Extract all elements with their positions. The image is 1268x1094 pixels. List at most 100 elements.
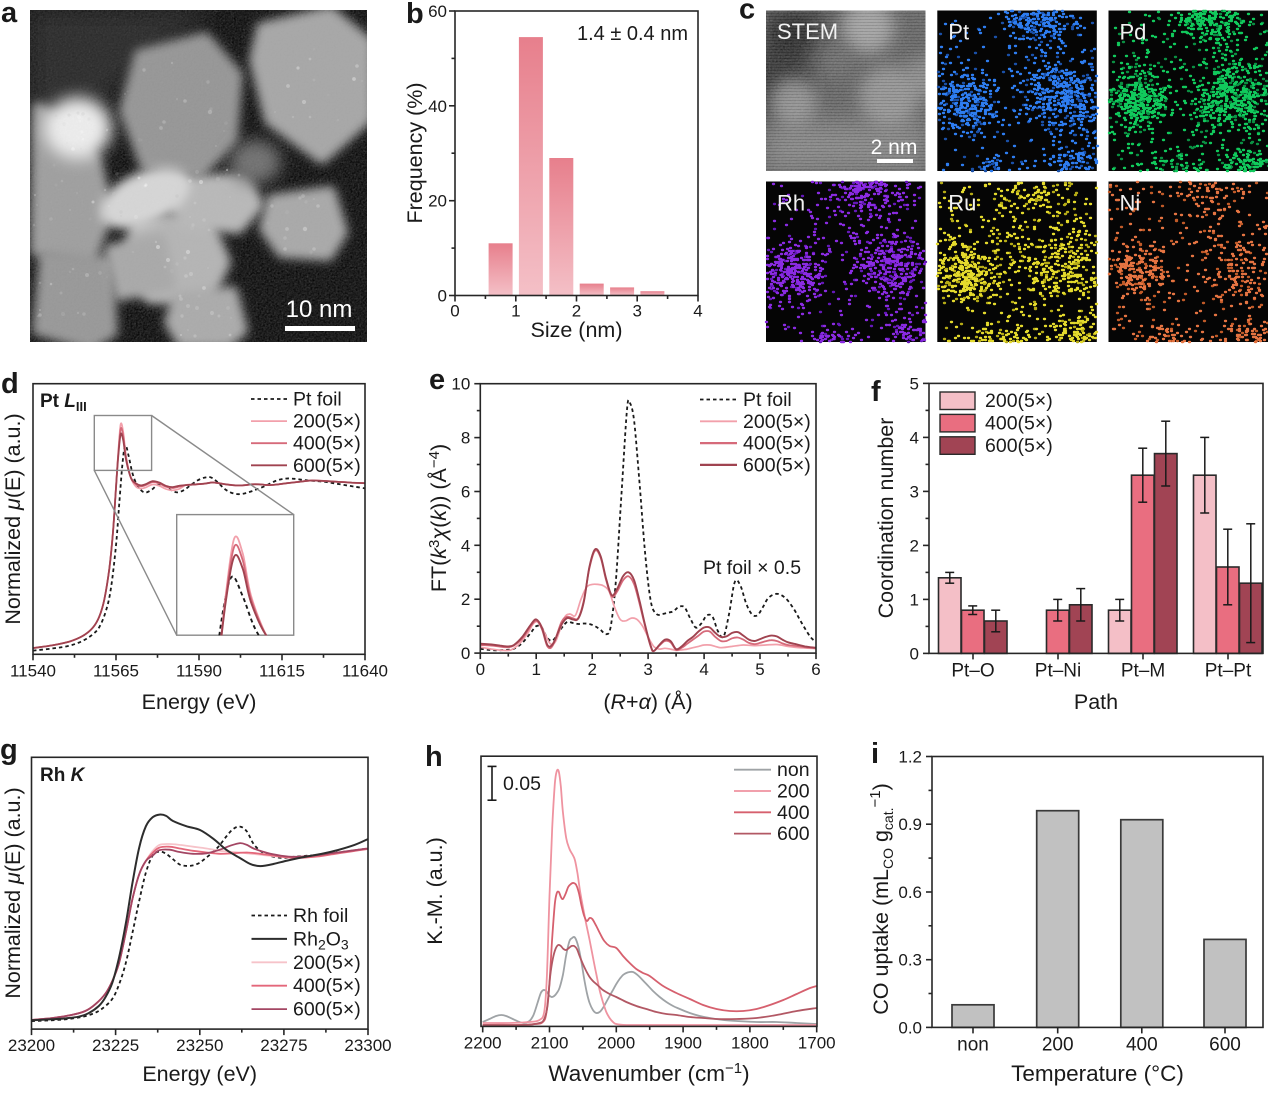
svg-text:1: 1	[511, 302, 520, 321]
svg-text:0.9: 0.9	[898, 815, 922, 834]
svg-text:Temperature (°C): Temperature (°C)	[1011, 1061, 1184, 1086]
svg-text:400(5×): 400(5×)	[985, 412, 1053, 434]
svg-text:600(5×): 600(5×)	[985, 435, 1053, 457]
svg-text:0: 0	[450, 302, 459, 321]
svg-text:STEM: STEM	[777, 19, 838, 44]
svg-text:23250: 23250	[176, 1036, 223, 1055]
svg-text:Rh: Rh	[777, 191, 805, 216]
svg-text:0: 0	[438, 287, 447, 306]
svg-text:11565: 11565	[93, 661, 139, 680]
svg-text:Pd: Pd	[1120, 20, 1147, 45]
svg-text:1: 1	[910, 590, 919, 609]
svg-text:0: 0	[476, 660, 485, 679]
svg-text:Energy (eV): Energy (eV)	[142, 1062, 257, 1086]
svg-text:23200: 23200	[8, 1036, 55, 1055]
svg-text:5: 5	[910, 374, 919, 393]
svg-text:Ni: Ni	[1120, 191, 1141, 216]
svg-text:3: 3	[632, 302, 641, 321]
svg-text:11540: 11540	[10, 661, 56, 680]
svg-text:g: g	[0, 734, 18, 766]
svg-text:0: 0	[910, 644, 919, 663]
svg-text:d: d	[1, 368, 19, 400]
svg-text:2: 2	[587, 660, 596, 679]
svg-text:Normalized μ(E) (a.u.): Normalized μ(E) (a.u.)	[1, 413, 25, 624]
svg-text:Size (nm): Size (nm)	[531, 318, 623, 342]
svg-text:Frequency (%): Frequency (%)	[403, 83, 427, 224]
svg-text:2 nm: 2 nm	[871, 136, 918, 159]
svg-text:4: 4	[461, 536, 470, 555]
svg-text:(R+α) (Å): (R+α) (Å)	[603, 690, 692, 714]
svg-text:3: 3	[643, 660, 652, 679]
svg-text:8: 8	[461, 429, 470, 448]
svg-text:2000: 2000	[597, 1033, 635, 1052]
svg-text:Pt foil: Pt foil	[293, 389, 342, 411]
svg-text:4: 4	[693, 302, 702, 321]
svg-text:0.0: 0.0	[898, 1018, 922, 1037]
svg-text:Path: Path	[1074, 690, 1118, 714]
svg-text:4: 4	[699, 660, 708, 679]
svg-text:200(5×): 200(5×)	[293, 952, 361, 974]
svg-text:Pt foil × 0.5: Pt foil × 0.5	[703, 557, 801, 579]
svg-text:5: 5	[755, 660, 764, 679]
svg-text:200(5×): 200(5×)	[743, 411, 811, 433]
svg-text:non: non	[957, 1034, 989, 1055]
svg-text:b: b	[406, 0, 424, 30]
svg-text:Normalized μ(E) (a.u.): Normalized μ(E) (a.u.)	[1, 787, 25, 998]
svg-text:3: 3	[910, 482, 919, 501]
svg-text:11590: 11590	[176, 661, 222, 680]
svg-text:K.-M. (a.u.): K.-M. (a.u.)	[423, 837, 447, 945]
svg-text:Pt–M: Pt–M	[1121, 660, 1165, 681]
svg-text:Pt foil: Pt foil	[743, 389, 792, 411]
svg-text:c: c	[739, 0, 755, 26]
svg-text:2: 2	[461, 590, 470, 609]
svg-text:10 nm: 10 nm	[286, 296, 353, 323]
svg-text:600(5×): 600(5×)	[743, 454, 811, 476]
svg-text:Coordination number: Coordination number	[874, 418, 898, 619]
svg-text:200: 200	[1042, 1034, 1074, 1055]
svg-text:400: 400	[777, 802, 810, 824]
svg-text:Rh K: Rh K	[40, 765, 86, 786]
svg-text:0: 0	[461, 644, 470, 663]
svg-text:Energy (eV): Energy (eV)	[142, 690, 257, 714]
svg-text:400(5×): 400(5×)	[293, 975, 361, 997]
svg-text:Pt–Pt: Pt–Pt	[1205, 660, 1252, 681]
svg-text:40: 40	[428, 97, 447, 116]
svg-text:11615: 11615	[259, 661, 305, 680]
svg-text:Pt–O: Pt–O	[951, 660, 994, 681]
svg-text:600: 600	[1209, 1034, 1241, 1055]
svg-text:1900: 1900	[664, 1033, 702, 1052]
svg-text:Pt: Pt	[948, 20, 969, 45]
svg-text:200: 200	[777, 781, 810, 803]
svg-text:6: 6	[461, 483, 470, 502]
svg-text:1.2: 1.2	[898, 748, 922, 767]
svg-text:f: f	[871, 376, 881, 408]
svg-text:Wavenumber (cm−1): Wavenumber (cm−1)	[548, 1060, 749, 1086]
svg-text:0.6: 0.6	[898, 883, 922, 902]
svg-text:600: 600	[777, 823, 810, 845]
svg-text:a: a	[1, 0, 18, 29]
svg-text:400(5×): 400(5×)	[743, 433, 811, 455]
svg-text:600(5×): 600(5×)	[293, 999, 361, 1021]
svg-text:600(5×): 600(5×)	[293, 455, 361, 477]
svg-text:e: e	[429, 364, 445, 396]
svg-text:Rh foil: Rh foil	[293, 905, 348, 927]
svg-text:1: 1	[531, 660, 540, 679]
svg-text:Pt–Ni: Pt–Ni	[1035, 660, 1081, 681]
svg-text:0.05: 0.05	[503, 773, 541, 795]
svg-text:23225: 23225	[92, 1036, 139, 1055]
svg-text:h: h	[425, 741, 443, 773]
svg-text:non: non	[777, 759, 810, 781]
svg-text:400: 400	[1126, 1034, 1158, 1055]
svg-text:Ru: Ru	[948, 191, 976, 216]
svg-text:1800: 1800	[731, 1033, 769, 1052]
svg-text:200(5×): 200(5×)	[985, 390, 1053, 412]
svg-text:11640: 11640	[342, 661, 388, 680]
svg-text:1700: 1700	[798, 1033, 836, 1052]
svg-text:23300: 23300	[344, 1036, 391, 1055]
svg-text:23275: 23275	[260, 1036, 307, 1055]
svg-text:10: 10	[451, 375, 470, 394]
svg-text:60: 60	[428, 2, 447, 21]
svg-text:i: i	[871, 738, 879, 770]
svg-text:200(5×): 200(5×)	[293, 411, 361, 433]
svg-text:6: 6	[811, 660, 820, 679]
